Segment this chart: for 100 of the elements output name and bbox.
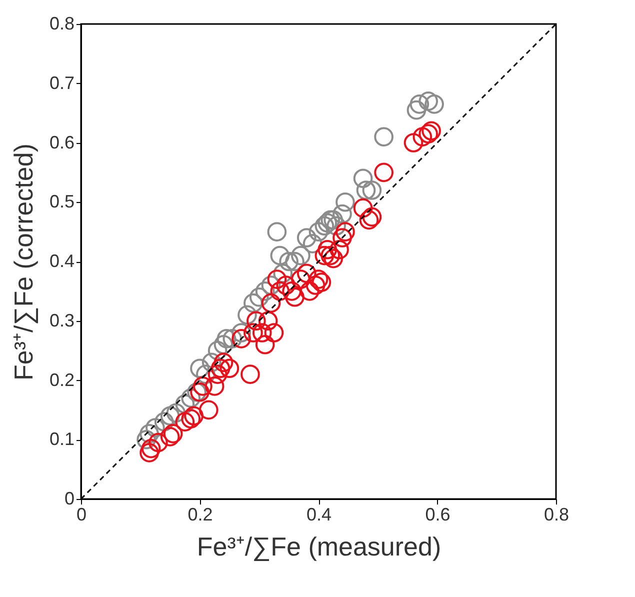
point: [332, 204, 352, 224]
point: [270, 282, 290, 301]
point: [204, 376, 224, 396]
point: [232, 323, 251, 342]
point: [326, 216, 346, 236]
point: [424, 94, 444, 114]
point: [318, 240, 338, 260]
point: [190, 358, 210, 378]
point: [374, 162, 394, 182]
point: [273, 264, 293, 284]
point: [208, 364, 228, 384]
point: [146, 418, 165, 438]
point: [261, 293, 281, 313]
point: [410, 94, 430, 114]
point: [232, 329, 251, 348]
point: [210, 358, 230, 378]
point: [196, 364, 216, 384]
point: [282, 282, 302, 301]
y-tick-label: 0.8: [49, 14, 74, 34]
point: [332, 228, 352, 248]
point: [238, 305, 257, 325]
point: [214, 334, 234, 354]
y-tick-label: 0.1: [49, 429, 74, 450]
point: [166, 403, 186, 423]
point: [406, 100, 426, 120]
point: [308, 270, 328, 289]
y-tick-label: 0.7: [49, 72, 74, 93]
point: [193, 376, 212, 396]
point: [291, 246, 310, 266]
point: [252, 323, 272, 342]
point: [140, 443, 159, 462]
point: [330, 240, 349, 260]
point: [258, 311, 278, 331]
y-tick-label: 0: [64, 488, 74, 508]
point: [160, 406, 180, 426]
point: [418, 92, 438, 111]
x-tick-label: 0.4: [306, 504, 332, 524]
point: [312, 272, 332, 292]
point: [154, 412, 174, 432]
x-tick-label: 0.6: [425, 504, 450, 524]
point: [163, 424, 183, 444]
point: [216, 329, 236, 348]
point: [308, 222, 328, 242]
point: [336, 192, 355, 212]
point: [336, 222, 355, 242]
point: [181, 409, 201, 428]
point: [240, 364, 260, 384]
point: [141, 438, 161, 458]
point: [285, 287, 304, 307]
point: [362, 180, 382, 200]
point: [175, 394, 195, 414]
point: [285, 252, 304, 272]
point: [255, 282, 275, 301]
point: [276, 276, 296, 295]
y-tick-label: 0.3: [49, 310, 74, 330]
point: [190, 382, 210, 402]
point: [136, 430, 156, 450]
point: [220, 358, 240, 378]
point: [422, 121, 441, 141]
point: [202, 352, 222, 372]
point: [181, 388, 201, 408]
point: [244, 323, 263, 342]
point: [412, 127, 432, 146]
point: [184, 406, 204, 426]
point: [222, 329, 242, 348]
point: [374, 127, 394, 146]
point: [353, 198, 373, 218]
point: [302, 234, 322, 254]
point: [261, 276, 281, 295]
point: [353, 168, 373, 188]
point: [160, 427, 180, 446]
x-tick-label: 0: [76, 504, 87, 524]
point: [264, 323, 284, 342]
point: [356, 180, 376, 200]
point: [246, 311, 266, 331]
y-axis-title: Fe³⁺/∑Fe (corrected): [8, 143, 38, 381]
point: [279, 252, 298, 272]
point: [208, 340, 228, 360]
point: [214, 352, 234, 372]
point: [148, 432, 168, 452]
point: [300, 282, 320, 301]
y-tick-label: 0.6: [49, 132, 74, 152]
point: [270, 246, 290, 266]
y-tick-label: 0.2: [49, 370, 74, 390]
point: [296, 228, 316, 248]
x-tick-label: 0.2: [188, 504, 213, 524]
point: [244, 293, 263, 313]
point: [187, 382, 206, 402]
point: [175, 412, 195, 432]
x-axis-title: Fe³⁺/∑Fe (measured): [196, 532, 442, 562]
point: [140, 424, 159, 444]
point: [267, 222, 287, 242]
point: [306, 276, 326, 295]
point: [404, 133, 424, 152]
point: [291, 270, 310, 289]
y-tick-label: 0.4: [49, 251, 74, 271]
point: [249, 287, 269, 307]
y-tick-label: 0.5: [49, 192, 74, 212]
point: [314, 246, 334, 266]
point: [296, 264, 316, 284]
